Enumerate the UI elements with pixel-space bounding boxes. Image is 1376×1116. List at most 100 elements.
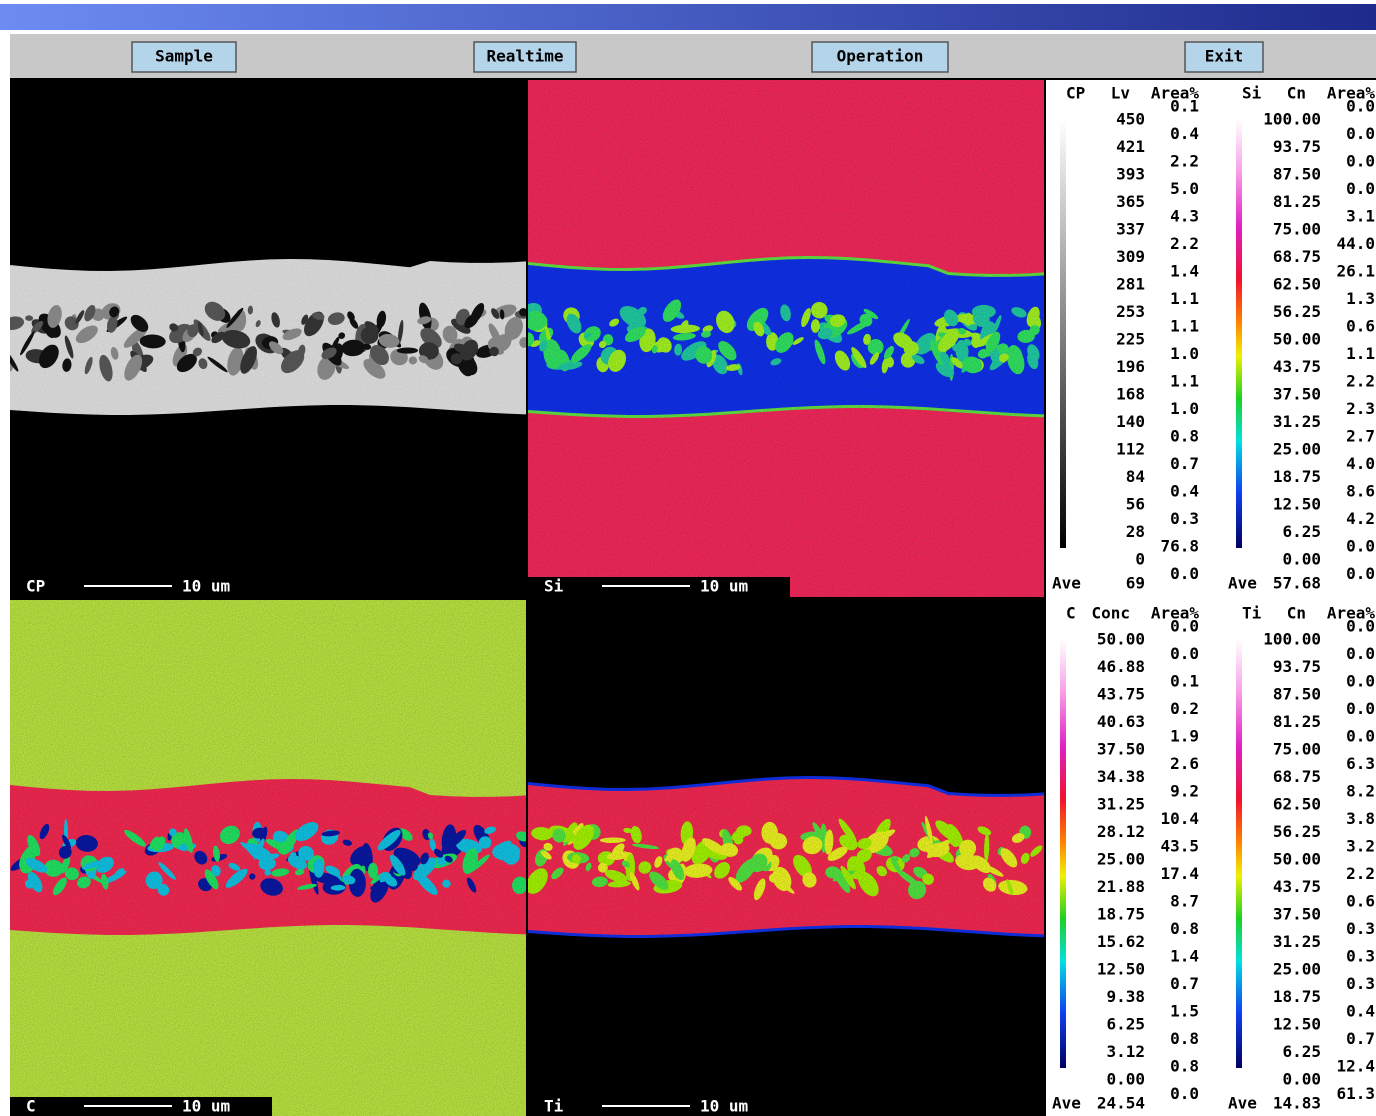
area-value: 61.3 <box>1336 1084 1375 1103</box>
button-label[interactable]: Operation <box>837 47 924 66</box>
level-value: 365 <box>1116 192 1145 211</box>
level-value: 87.50 <box>1273 685 1321 704</box>
element-label: C <box>26 1097 36 1116</box>
level-value: 50.00 <box>1273 850 1321 869</box>
level-value: 75.00 <box>1273 220 1321 239</box>
area-value: 0.1 <box>1170 97 1199 116</box>
image-layer <box>9 600 531 1116</box>
level-value: 56 <box>1126 495 1145 514</box>
area-value: 0.3 <box>1346 974 1375 993</box>
area-value: 0.0 <box>1346 97 1375 116</box>
button[interactable]: Operation <box>812 42 948 72</box>
level-value: 31.25 <box>1273 412 1321 431</box>
area-value: 9.2 <box>1170 782 1199 801</box>
area-value: 1.4 <box>1170 947 1199 966</box>
button[interactable]: Realtime <box>474 42 576 72</box>
area-value: 4.0 <box>1346 454 1375 473</box>
area-value: 0.0 <box>1346 152 1375 171</box>
area-value: 0.2 <box>1170 699 1199 718</box>
area-value: 0.0 <box>1170 644 1199 663</box>
area-value: 1.1 <box>1346 344 1375 363</box>
area-value: 0.8 <box>1170 919 1199 938</box>
color-bar <box>1060 120 1066 548</box>
level-value: 81.25 <box>1273 192 1321 211</box>
level-value: 18.75 <box>1273 467 1321 486</box>
legend-unit: Cn <box>1287 604 1306 623</box>
area-value: 3.8 <box>1346 809 1375 828</box>
level-value: 34.38 <box>1097 767 1145 786</box>
level-value: 0.00 <box>1282 1070 1321 1089</box>
level-value: 6.25 <box>1282 522 1321 541</box>
screen: SampleRealtimeOperationExitCP10 umSi10 u… <box>0 0 1376 1116</box>
area-value: 2.2 <box>1346 864 1375 883</box>
level-value: 225 <box>1116 330 1145 349</box>
level-value: 112 <box>1116 440 1145 459</box>
area-value: 0.8 <box>1170 427 1199 446</box>
button[interactable]: Sample <box>132 42 236 72</box>
area-value: 0.0 <box>1346 644 1375 663</box>
level-value: 168 <box>1116 385 1145 404</box>
level-value: 37.50 <box>1273 905 1321 924</box>
color-bar <box>1236 120 1242 548</box>
level-value: 0.00 <box>1282 550 1321 569</box>
scale-label: 10 um <box>700 1097 749 1116</box>
level-value: 140 <box>1116 412 1145 431</box>
area-value: 0.0 <box>1346 564 1375 583</box>
area-value: 0.8 <box>1170 1029 1199 1048</box>
image-noise <box>528 80 1044 597</box>
level-value: 62.50 <box>1273 795 1321 814</box>
area-value: 2.6 <box>1170 754 1199 773</box>
level-value: 0.00 <box>1106 1070 1145 1089</box>
area-value: 2.2 <box>1170 234 1199 253</box>
element-label: Si <box>544 577 564 596</box>
area-value: 0.3 <box>1346 947 1375 966</box>
level-value: 18.75 <box>1273 987 1321 1006</box>
level-value: 43.75 <box>1097 685 1145 704</box>
area-value: 1.0 <box>1170 344 1199 363</box>
area-value: 0.8 <box>1170 1057 1199 1076</box>
average-label: Ave <box>1052 574 1081 593</box>
button-label[interactable]: Realtime <box>486 47 563 66</box>
legend-area <box>1046 80 1376 1116</box>
area-value: 1.9 <box>1170 727 1199 746</box>
level-value: 3.12 <box>1106 1042 1145 1061</box>
area-value: 0.3 <box>1346 919 1375 938</box>
level-value: 253 <box>1116 302 1145 321</box>
level-value: 25.00 <box>1273 960 1321 979</box>
area-value: 2.7 <box>1346 427 1375 446</box>
page: {"toolbar": {"buttons": ["Sample", "Real… <box>0 0 1376 1116</box>
button-label[interactable]: Sample <box>155 47 213 66</box>
area-value: 0.0 <box>1346 537 1375 556</box>
legend-element: CP <box>1066 84 1085 103</box>
area-value: 10.4 <box>1160 809 1199 828</box>
area-value: 0.0 <box>1170 1084 1199 1103</box>
image-noise <box>528 600 1044 1116</box>
average-value: 57.68 <box>1273 574 1321 593</box>
area-value: 1.5 <box>1170 1002 1199 1021</box>
area-value: 8.2 <box>1346 782 1375 801</box>
area-value: 26.1 <box>1336 262 1375 281</box>
level-value: 56.25 <box>1273 822 1321 841</box>
level-value: 0 <box>1135 550 1145 569</box>
area-value: 1.1 <box>1170 372 1199 391</box>
level-value: 18.75 <box>1097 905 1145 924</box>
level-value: 281 <box>1116 275 1145 294</box>
level-value: 12.50 <box>1273 495 1321 514</box>
area-value: 1.1 <box>1170 289 1199 308</box>
legend-unit: Cn <box>1287 84 1306 103</box>
image-layer <box>2 80 531 597</box>
level-value: 56.25 <box>1273 302 1321 321</box>
color-bar <box>1236 640 1242 1068</box>
button-label[interactable]: Exit <box>1205 47 1244 66</box>
legend-element: C <box>1066 604 1076 623</box>
area-value: 0.4 <box>1170 482 1199 501</box>
legend-element: Si <box>1242 84 1262 103</box>
area-value: 1.0 <box>1170 399 1199 418</box>
level-value: 28 <box>1126 522 1145 541</box>
area-value: 1.4 <box>1170 262 1199 281</box>
level-value: 337 <box>1116 220 1145 239</box>
area-value: 0.4 <box>1346 1002 1375 1021</box>
button[interactable]: Exit <box>1185 42 1263 72</box>
level-value: 9.38 <box>1106 987 1145 1006</box>
area-value: 6.3 <box>1346 754 1375 773</box>
